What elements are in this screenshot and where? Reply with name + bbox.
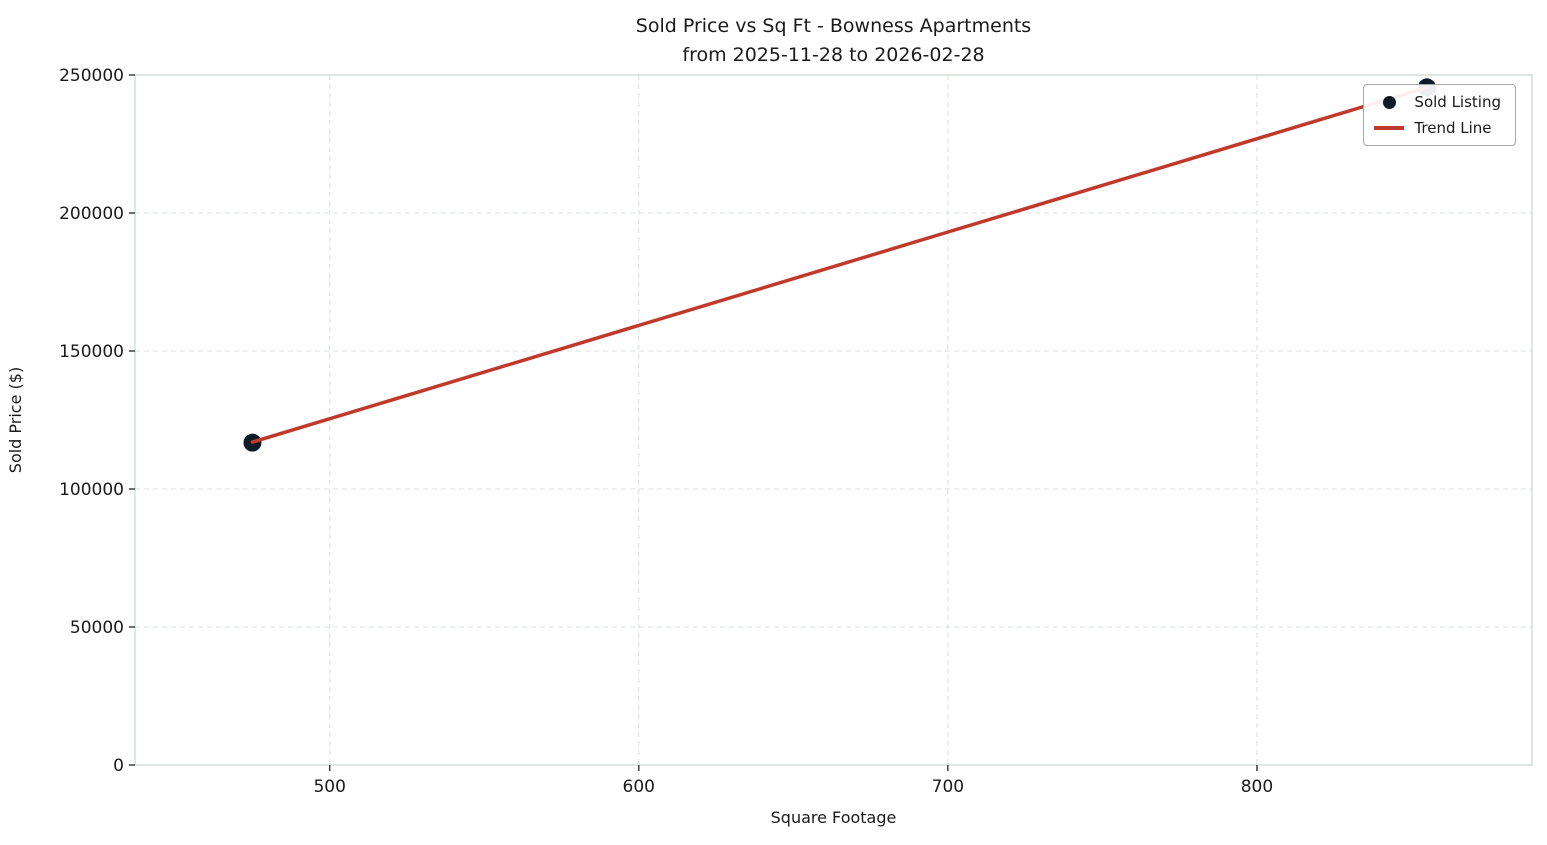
- svg-text:800: 800: [1241, 777, 1273, 797]
- svg-text:600: 600: [623, 777, 655, 797]
- legend-item-trend-line: Trend Line: [1374, 119, 1501, 137]
- sold-listing-marker-icon: [1374, 95, 1404, 109]
- trend-line-icon: [1374, 126, 1405, 130]
- svg-text:500: 500: [313, 777, 345, 797]
- svg-text:0: 0: [113, 756, 124, 776]
- chart-title-line2: from 2025-11-28 to 2026-02-28: [682, 44, 985, 67]
- chart-title: Sold Price vs Sq Ft - Bowness Apartments…: [135, 12, 1532, 71]
- svg-text:100000: 100000: [59, 480, 124, 500]
- y-axis-label: Sold Price ($): [6, 366, 25, 474]
- legend-label-trend-line: Trend Line: [1414, 119, 1492, 137]
- svg-text:50000: 50000: [70, 618, 124, 638]
- svg-text:200000: 200000: [59, 204, 124, 224]
- svg-text:250000: 250000: [59, 66, 124, 86]
- svg-text:150000: 150000: [59, 342, 124, 362]
- svg-text:700: 700: [932, 777, 964, 797]
- legend-label-sold-listing: Sold Listing: [1414, 93, 1501, 111]
- x-axis-label: Square Footage: [770, 808, 897, 827]
- legend-item-sold-listing: Sold Listing: [1374, 93, 1501, 111]
- legend: Sold Listing Trend Line: [1363, 84, 1516, 146]
- chart-title-line1: Sold Price vs Sq Ft - Bowness Apartments: [635, 15, 1032, 37]
